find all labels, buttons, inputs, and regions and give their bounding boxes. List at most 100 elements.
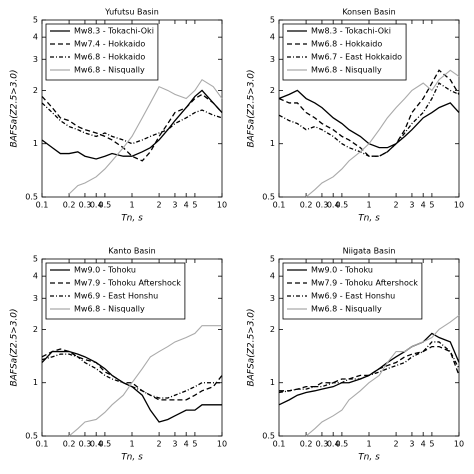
x-tick-label: 3 bbox=[409, 440, 414, 449]
x-tick-label: 0.5 bbox=[99, 440, 112, 449]
y-axis-label: BAFSa(Z2.5>3.0) bbox=[10, 69, 20, 147]
x-tick-label: 5 bbox=[429, 440, 434, 449]
x-tick-label: 1 bbox=[366, 201, 371, 210]
x-axis-label: Tn, s bbox=[358, 214, 380, 224]
y-tick-label: 5 bbox=[33, 255, 38, 264]
y-tick-label: 5 bbox=[33, 16, 38, 25]
legend-label: Mw6.9 - East Honshu bbox=[74, 292, 158, 301]
panel-title: Yufutsu Basin bbox=[104, 8, 159, 17]
y-tick-label: 1 bbox=[270, 139, 275, 148]
y-tick-label: 2 bbox=[33, 325, 38, 334]
x-tick-label: 5 bbox=[192, 440, 197, 449]
x-tick-label: 1 bbox=[366, 440, 371, 449]
series-line bbox=[305, 69, 460, 198]
x-tick-label: 3 bbox=[172, 201, 177, 210]
series-line bbox=[278, 82, 460, 157]
y-tick-label: 4 bbox=[270, 272, 275, 281]
y-tick-label: 5 bbox=[270, 255, 275, 264]
legend-label: Mw7.4 - Hokkaido bbox=[74, 40, 145, 49]
y-tick-label: 3 bbox=[33, 294, 38, 303]
x-tick-label: 10 bbox=[454, 440, 464, 449]
series-line bbox=[68, 325, 222, 437]
x-tick-label: 4 bbox=[421, 440, 426, 449]
x-tick-label: 10 bbox=[217, 440, 227, 449]
x-tick-label: 0.1 bbox=[36, 440, 49, 449]
x-tick-label: 0.3 bbox=[79, 201, 92, 210]
x-tick-label: 0.4 bbox=[327, 440, 340, 449]
y-tick-label: 3 bbox=[270, 55, 275, 64]
legend-label: Mw7.9 - Tohoku Aftershock bbox=[311, 279, 418, 288]
series-line bbox=[279, 345, 460, 392]
panel-title: Konsen Basin bbox=[342, 8, 395, 17]
y-tick-label: 1 bbox=[270, 378, 275, 387]
legend-label: Mw6.8 - Hokkaido bbox=[311, 40, 382, 49]
series-line bbox=[41, 348, 223, 401]
x-tick-label: 0.2 bbox=[300, 440, 313, 449]
y-tick-label: 0.5 bbox=[262, 432, 275, 441]
x-tick-label: 5 bbox=[429, 201, 434, 210]
x-tick-label: 0.4 bbox=[90, 440, 103, 449]
x-tick-label: 2 bbox=[157, 440, 162, 449]
panel-title: Kanto Basin bbox=[108, 247, 156, 256]
legend-label: Mw8.3 - Tokachi-Oki bbox=[311, 27, 391, 36]
series-line bbox=[278, 341, 460, 394]
y-tick-label: 3 bbox=[33, 55, 38, 64]
legend-label: Mw6.8 - Nisqually bbox=[74, 66, 145, 75]
y-tick-label: 0.5 bbox=[262, 193, 275, 202]
y-tick-label: 0.5 bbox=[25, 193, 38, 202]
x-tick-label: 0.3 bbox=[316, 440, 329, 449]
x-tick-label: 0.5 bbox=[336, 440, 349, 449]
x-tick-label: 4 bbox=[184, 201, 189, 210]
series-line bbox=[68, 78, 223, 195]
legend-label: Mw6.8 - Hokkaido bbox=[74, 53, 145, 62]
x-axis-label: Tn, s bbox=[121, 453, 143, 463]
y-tick-label: 3 bbox=[270, 294, 275, 303]
x-tick-label: 0.2 bbox=[63, 201, 76, 210]
y-tick-label: 2 bbox=[33, 86, 38, 95]
series-line bbox=[41, 89, 223, 160]
x-tick-label: 0.3 bbox=[79, 440, 92, 449]
x-tick-label: 0.3 bbox=[316, 201, 329, 210]
plot-frame bbox=[278, 19, 460, 198]
legend-label: Mw8.3 - Tokachi-Oki bbox=[74, 27, 154, 36]
y-tick-label: 5 bbox=[270, 16, 275, 25]
legend-box bbox=[282, 23, 407, 81]
legend-box bbox=[45, 262, 186, 320]
series-line bbox=[41, 93, 223, 162]
legend-label: Mw6.7 - East Hokkaido bbox=[311, 53, 402, 62]
x-tick-label: 2 bbox=[157, 201, 162, 210]
series-line bbox=[278, 332, 460, 406]
x-tick-label: 3 bbox=[172, 440, 177, 449]
legend-label: Mw6.8 - Nisqually bbox=[311, 305, 382, 314]
legend: Mw9.0 - Tohoku Mw7.9 - Tohoku Aftershock M… bbox=[282, 262, 423, 320]
x-tick-label: 10 bbox=[454, 201, 464, 210]
y-tick-label: 4 bbox=[33, 33, 38, 42]
x-tick-label: 0.5 bbox=[99, 201, 112, 210]
x-tick-label: 1 bbox=[129, 201, 134, 210]
legend: Mw9.0 - Tohoku Mw7.9 - Tohoku Aftershock M… bbox=[45, 262, 186, 320]
x-tick-label: 0.2 bbox=[300, 201, 313, 210]
x-axis-label: Tn, s bbox=[121, 214, 143, 224]
y-axis-label: BAFSa(Z2.5>3.0) bbox=[10, 308, 20, 386]
legend: Mw8.3 - Tokachi-Oki Mw7.4 - Hokkaido Mw6.8… bbox=[45, 23, 159, 81]
y-tick-label: 0.5 bbox=[25, 432, 38, 441]
x-tick-label: 0.1 bbox=[36, 201, 49, 210]
series-line bbox=[41, 102, 223, 145]
legend-label: Mw6.9 - East Honshu bbox=[311, 292, 395, 301]
x-tick-label: 0.4 bbox=[327, 201, 340, 210]
x-tick-label: 0.5 bbox=[336, 201, 349, 210]
plot-frame bbox=[41, 19, 223, 198]
x-tick-label: 10 bbox=[217, 201, 227, 210]
x-tick-label: 1 bbox=[129, 440, 134, 449]
x-tick-label: 5 bbox=[192, 201, 197, 210]
legend: Mw8.3 - Tokachi-Oki Mw6.8 - Hokkaido Mw6.7… bbox=[282, 23, 407, 81]
x-tick-label: 3 bbox=[409, 201, 414, 210]
x-tick-label: 2 bbox=[394, 440, 399, 449]
y-tick-label: 4 bbox=[270, 33, 275, 42]
panel-title: Niigata Basin bbox=[343, 247, 396, 256]
series-line bbox=[41, 353, 222, 399]
legend-label: Mw6.8 - Nisqually bbox=[311, 66, 382, 75]
